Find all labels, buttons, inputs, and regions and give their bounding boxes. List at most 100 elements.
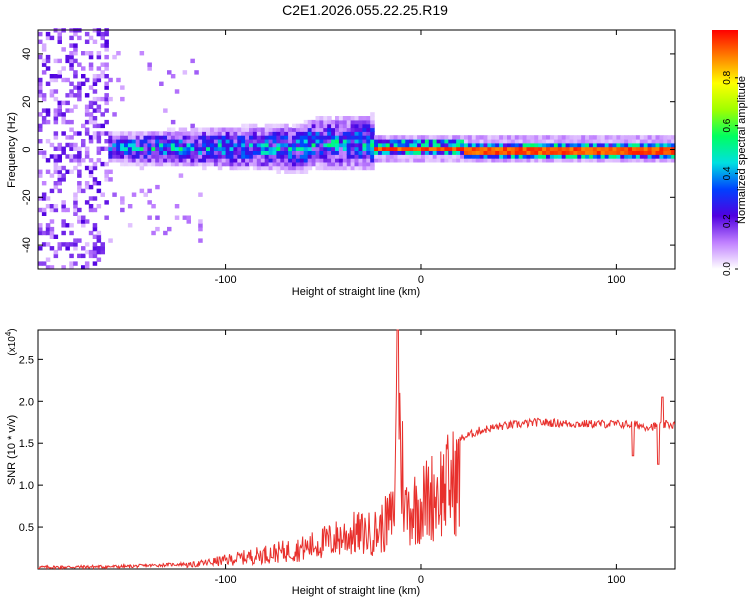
heatmap-cell <box>354 119 359 125</box>
heatmap-cell <box>405 135 410 140</box>
heatmap-cell <box>600 146 606 151</box>
heatmap-cell <box>424 150 430 155</box>
heatmap-cell <box>303 150 309 155</box>
heatmap-cell <box>131 158 137 163</box>
heatmap-cell <box>81 265 86 270</box>
heatmap-cell <box>229 139 234 144</box>
heatmap-cell <box>69 58 74 64</box>
heatmap-cell <box>284 135 289 140</box>
heatmap-cell <box>311 142 317 148</box>
heatmap-cell <box>632 142 637 148</box>
heatmap-cell <box>182 150 188 155</box>
heatmap-cell <box>77 146 82 151</box>
heatmap-cell <box>61 173 66 178</box>
heatmap-cell <box>186 154 191 159</box>
heatmap-cell <box>49 89 55 94</box>
heatmap-cell <box>612 142 617 148</box>
heatmap-cell <box>104 31 109 37</box>
heatmap-cell <box>45 108 51 113</box>
heatmap-cell <box>198 223 203 228</box>
heatmap-cell <box>440 154 445 159</box>
heatmap-cell <box>647 150 653 155</box>
heatmap-cell <box>96 31 102 37</box>
heatmap-cell <box>120 85 125 90</box>
heatmap-cell <box>225 131 231 136</box>
heatmap-cell <box>194 127 199 132</box>
heatmap-cell <box>323 154 328 159</box>
heatmap-cell <box>616 158 621 163</box>
heatmap-cell <box>358 123 363 129</box>
heatmap-cell <box>628 146 633 151</box>
heatmap-cell <box>284 146 289 151</box>
heatmap-cell <box>350 150 356 155</box>
heatmap-cell <box>41 150 47 155</box>
heatmap-cell <box>49 207 55 213</box>
heatmap-cell <box>127 158 133 163</box>
heatmap-cell <box>616 135 621 140</box>
heatmap-cell <box>264 142 270 148</box>
heatmap-cell <box>346 116 352 121</box>
heatmap-cell <box>475 150 481 155</box>
heatmap-cell <box>186 135 191 140</box>
heatmap-cell <box>159 146 164 151</box>
heatmap-cell <box>487 146 492 151</box>
heatmap-cell <box>57 31 62 37</box>
heatmap-cell <box>252 123 258 129</box>
heatmap-cell <box>92 226 98 232</box>
heatmap-cell <box>88 62 94 67</box>
heatmap-cell <box>608 146 614 151</box>
heatmap-cell <box>92 39 98 44</box>
heatmap-cell <box>268 165 274 171</box>
heatmap-cell <box>546 142 551 148</box>
heatmap-cell <box>499 135 504 140</box>
heatmap-cell <box>233 154 238 159</box>
heatmap-cell <box>589 154 594 159</box>
heatmap-cell <box>120 146 125 151</box>
heatmap-cell <box>546 150 551 155</box>
heatmap-cell <box>182 127 188 132</box>
heatmap-cell <box>436 146 442 151</box>
heatmap-cell <box>424 142 430 148</box>
heatmap-cell <box>233 158 238 163</box>
heatmap-cell <box>589 142 594 148</box>
heatmap-cell <box>421 135 426 140</box>
heatmap-cell <box>569 154 574 159</box>
heatmap-cell <box>92 242 98 247</box>
heatmap-cell <box>346 139 352 144</box>
heatmap-cell <box>194 135 199 140</box>
heatmap-cell <box>424 158 430 163</box>
heatmap-cell <box>92 123 98 129</box>
heatmap-cell <box>319 131 324 136</box>
heatmap-cell <box>57 104 62 109</box>
heatmap-cell <box>155 158 160 163</box>
heatmap-cell <box>65 135 70 140</box>
heatmap-cell <box>370 165 375 171</box>
heatmap-cell <box>303 127 309 132</box>
heatmap-cell <box>77 173 82 178</box>
heatmap-cell <box>413 154 418 159</box>
heatmap-cell <box>487 135 492 140</box>
heatmap-cell <box>77 238 82 243</box>
heatmap-cell <box>276 154 281 159</box>
heatmap-cell <box>272 161 277 167</box>
heatmap-cell <box>65 142 70 148</box>
heatmap-cell <box>84 261 90 266</box>
heatmap-cell <box>190 142 195 148</box>
heatmap-cell <box>104 43 109 48</box>
heatmap-cell <box>354 142 359 148</box>
heatmap-cell <box>174 131 180 136</box>
heatmap-cell <box>73 204 78 209</box>
heatmap-cell <box>456 150 461 155</box>
heatmap-cell <box>495 146 500 151</box>
heatmap-cell <box>280 146 285 151</box>
heatmap-cell <box>315 119 320 125</box>
heatmap-cell <box>612 135 617 140</box>
heatmap-cell <box>342 139 348 144</box>
heatmap-cell <box>206 150 211 155</box>
heatmap-cell <box>108 77 113 83</box>
heatmap-cell <box>206 135 211 140</box>
heatmap-cell <box>163 131 168 136</box>
heatmap-cell <box>135 142 141 148</box>
heatmap-cell <box>92 246 98 251</box>
heatmap-cell <box>307 154 313 159</box>
